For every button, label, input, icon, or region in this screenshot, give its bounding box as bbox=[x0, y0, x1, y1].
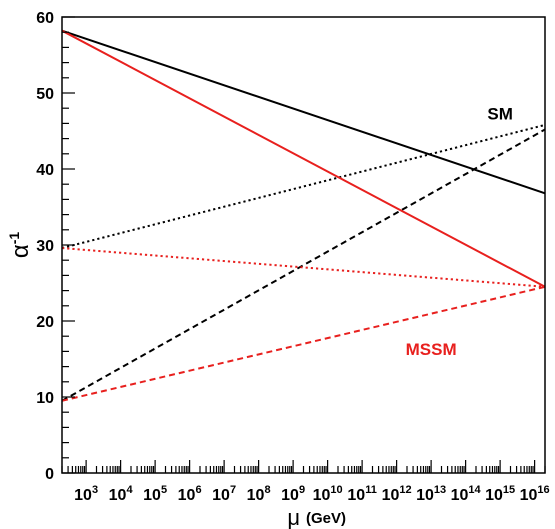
y-tick-label: 0 bbox=[45, 466, 54, 483]
series-line-sm-solid bbox=[61, 29, 546, 195]
x-tick-label: 1010 bbox=[313, 484, 343, 504]
y-axis-title: α-1 bbox=[6, 232, 34, 259]
x-axis-unit: (GeV) bbox=[306, 510, 346, 527]
series-line-mssm-dotted bbox=[61, 247, 546, 288]
x-tick-label: 1013 bbox=[416, 484, 446, 504]
x-tick-label: 107 bbox=[212, 484, 236, 504]
series-line-mssm-solid bbox=[61, 29, 546, 288]
y-tick-label: 40 bbox=[36, 162, 54, 179]
x-tick-label: 104 bbox=[109, 484, 134, 504]
y-tick-label: 20 bbox=[36, 314, 54, 331]
x-tick-label: 105 bbox=[143, 484, 167, 504]
y-axis-symbol: α bbox=[7, 244, 34, 258]
annotation-mssm: MSSM bbox=[406, 340, 457, 359]
x-axis-title: μ bbox=[287, 505, 300, 529]
y-tick-labels: 0 10 20 30 40 50 60 bbox=[36, 10, 54, 483]
x-tick-label: 108 bbox=[247, 484, 271, 504]
series-line-sm-dotted bbox=[61, 123, 546, 250]
y-axis-superscript: -1 bbox=[6, 232, 22, 245]
x-tick-label: 106 bbox=[178, 484, 202, 504]
series-line-sm-dashed bbox=[61, 128, 546, 402]
series-line-mssm-dashed bbox=[61, 285, 546, 402]
svg-text:α-1: α-1 bbox=[6, 232, 34, 259]
x-tick-labels: 103 104 105 106 107 108 109 1010 1011 1012 1013 101… bbox=[74, 484, 549, 504]
x-axis-symbol: μ bbox=[287, 505, 300, 529]
x-tick-label: 1015 bbox=[485, 484, 515, 504]
x-tick-label: 1012 bbox=[382, 484, 412, 504]
x-tick-label: 1016 bbox=[520, 484, 550, 504]
y-tick-label: 30 bbox=[36, 238, 54, 255]
y-tick-label: 50 bbox=[36, 86, 54, 103]
x-tick-label: 1014 bbox=[451, 484, 482, 504]
annotations: SM MSSM bbox=[406, 105, 513, 360]
series-layer bbox=[61, 29, 546, 402]
y-tick-label: 10 bbox=[36, 390, 54, 407]
y-tick-label: 60 bbox=[36, 10, 54, 27]
x-tick-label: 109 bbox=[281, 484, 305, 504]
plot-frame bbox=[61, 16, 546, 474]
x-tick-label: 1011 bbox=[347, 484, 376, 504]
x-tick-label: 103 bbox=[74, 484, 98, 504]
ticks-layer bbox=[61, 16, 546, 474]
annotation-sm: SM bbox=[487, 105, 513, 124]
